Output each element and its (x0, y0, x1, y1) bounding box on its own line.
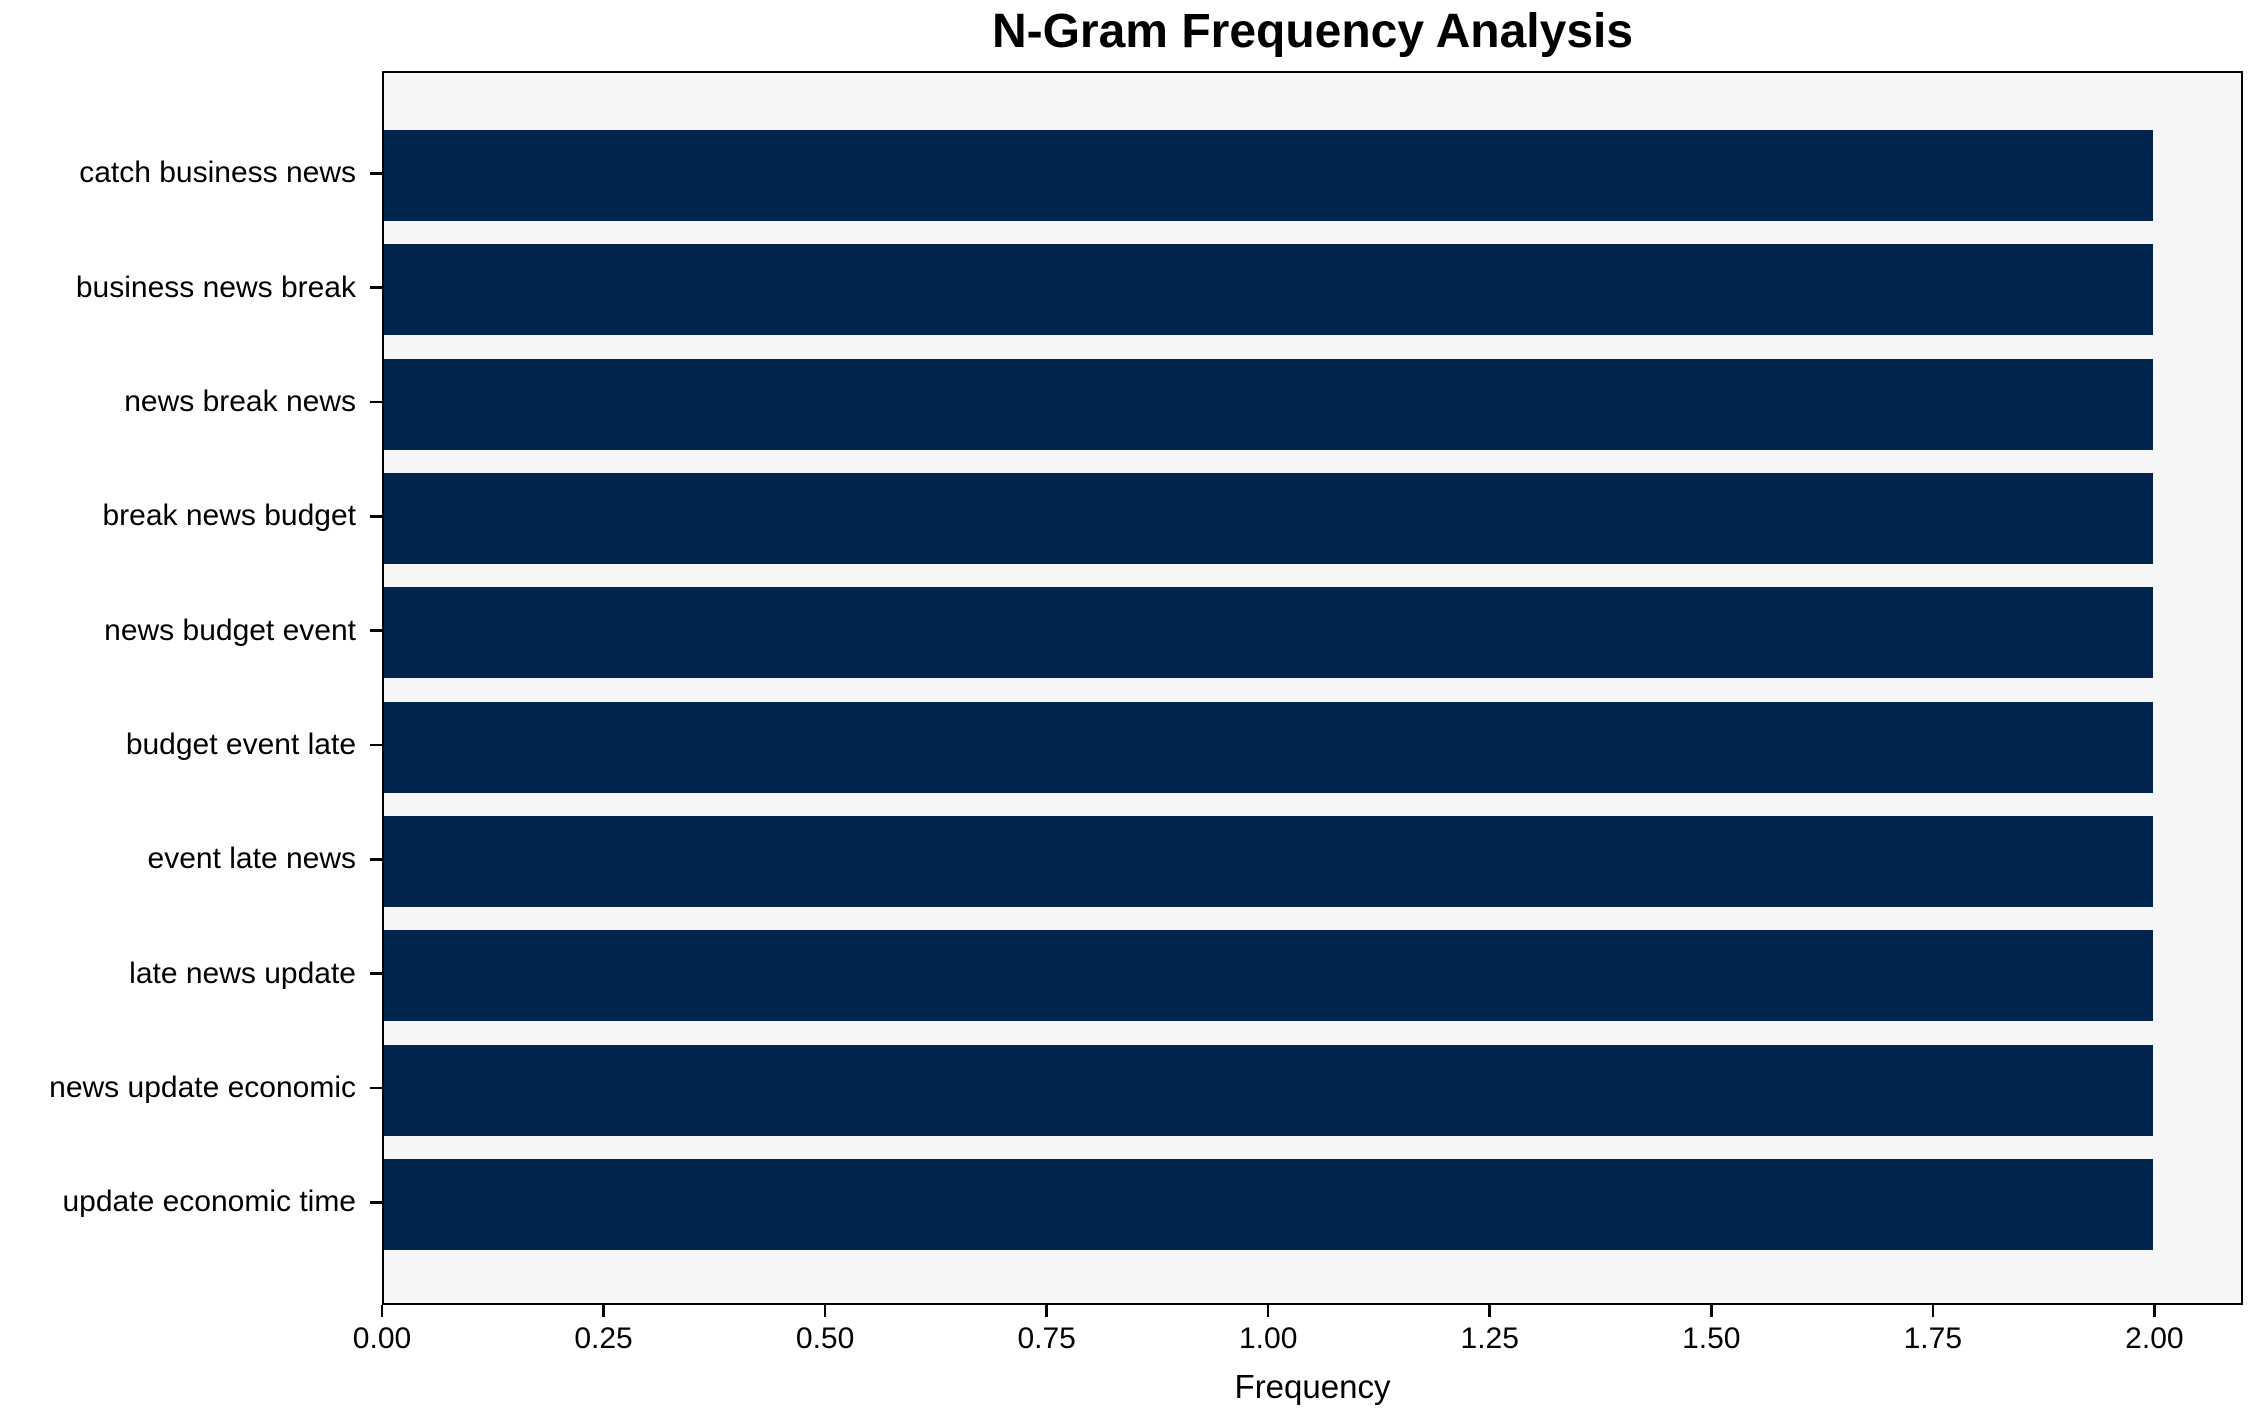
x-tick (1266, 1305, 1270, 1317)
y-tick (370, 515, 382, 518)
bar (384, 701, 2153, 793)
x-tick (2153, 1305, 2156, 1317)
bar (384, 358, 2153, 450)
x-tick-label: 0.75 (1017, 1322, 1076, 1355)
bar (384, 129, 2153, 221)
bar (384, 587, 2153, 679)
x-tick (380, 1305, 384, 1317)
bar (384, 1044, 2153, 1136)
x-tick (1488, 1305, 1491, 1317)
x-tick-label: 0.25 (574, 1322, 633, 1355)
y-tick-label: event late news (147, 842, 356, 876)
x-tick-label: 1.50 (1682, 1322, 1741, 1355)
y-tick-label: business news break (75, 270, 356, 304)
x-tick (1045, 1305, 1048, 1317)
y-tick-label: news break news (124, 385, 356, 419)
x-tick (1710, 1305, 1713, 1317)
y-tick (370, 858, 382, 861)
x-tick-label: 2.00 (2125, 1322, 2184, 1355)
bar (384, 930, 2153, 1022)
y-tick-label: late news update (129, 956, 356, 990)
y-tick (370, 172, 382, 175)
x-tick-label: 1.75 (1903, 1322, 1963, 1355)
x-tick-label: 0.00 (352, 1322, 412, 1355)
bar (384, 244, 2153, 336)
y-tick (370, 972, 382, 975)
y-tick-label: catch business news (79, 156, 356, 190)
x-tick (1931, 1305, 1935, 1317)
chart-title: N-Gram Frequency Analysis (991, 5, 1634, 58)
plot-area (382, 71, 2243, 1305)
y-tick (370, 1201, 382, 1204)
bar (384, 472, 2153, 564)
y-tick-label: update economic time (62, 1185, 357, 1219)
y-tick (370, 1086, 382, 1090)
x-tick (602, 1305, 605, 1317)
y-tick-label: news update economic (49, 1071, 356, 1105)
bar (384, 1158, 2153, 1250)
y-tick (370, 400, 382, 404)
x-tick-label: 0.50 (795, 1322, 855, 1355)
y-tick-label: news budget event (104, 613, 356, 647)
y-tick (370, 743, 382, 747)
y-tick-label: budget event late (125, 728, 356, 762)
x-axis-title: Frequency (1234, 1368, 1391, 1405)
x-tick (823, 1305, 827, 1317)
x-tick-label: 1.00 (1238, 1322, 1298, 1355)
y-tick (370, 629, 382, 632)
y-tick-label: break news budget (102, 499, 356, 533)
x-tick-label: 1.25 (1460, 1322, 1519, 1355)
y-tick (370, 286, 382, 289)
bar (384, 815, 2153, 907)
